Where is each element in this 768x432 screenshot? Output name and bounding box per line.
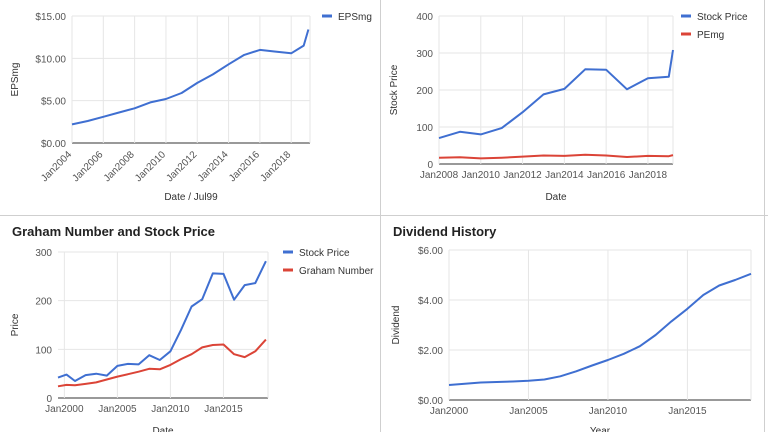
panel-edge-right (764, 0, 765, 432)
series-line (438, 153, 674, 160)
x-tick-label: Jan2000 (430, 406, 469, 417)
chart-panel-graham: Graham Number and Stock Price 0 100 200 300 J… (0, 216, 380, 432)
x-tick-label: Jan2016 (587, 170, 626, 181)
y-tick-label: $0.00 (41, 139, 66, 150)
x-tick-label: Jan2014 (545, 170, 584, 181)
x-tick-label: Jan2015 (668, 406, 707, 417)
legend-label: Stock Price (299, 248, 350, 259)
x-tick-label: Jan2010 (133, 149, 168, 184)
x-tick-label: Jan2012 (164, 149, 199, 184)
y-tick-label: 200 (35, 297, 52, 308)
y-tick-label: $5.00 (41, 97, 66, 108)
x-tick-label: Jan2015 (204, 404, 243, 415)
x-tick-label: Jan2018 (258, 149, 293, 184)
panel-divider-horizontal (0, 215, 768, 216)
y-tick-label: 200 (416, 86, 433, 97)
chart-panel-price-pe: Price and PEmg0100200300400Jan2008Jan201… (381, 0, 764, 215)
y-tick-label: 0 (427, 160, 433, 171)
y-tick-label: 300 (416, 49, 433, 60)
y-tick-label: 100 (416, 123, 433, 134)
x-axis-label: Date / Jul99 (164, 192, 218, 203)
y-axis-label: Dividend (391, 306, 402, 345)
x-tick-label: Jan2014 (196, 149, 231, 184)
series-line (438, 49, 674, 140)
x-tick-label: Jan2016 (227, 149, 262, 184)
x-axis-label: Year (590, 426, 611, 432)
x-tick-label: Jan2000 (45, 404, 84, 415)
x-tick-label: Jan2008 (420, 170, 459, 181)
panel-divider-vertical (380, 0, 381, 432)
chart-title: Graham Number and Stock Price (12, 224, 215, 239)
y-tick-label: $0.00 (418, 396, 443, 407)
y-tick-label: 100 (35, 345, 52, 356)
series-line (448, 272, 752, 386)
x-tick-label: Jan2010 (462, 170, 501, 181)
x-tick-label: Jan2004 (39, 149, 74, 184)
chart-title: Dividend History (393, 224, 497, 239)
y-tick-label: $6.00 (418, 246, 443, 257)
y-tick-label: $2.00 (418, 346, 443, 357)
chart-panel-dividend: Dividend History $0.00 $2.00 $4.00 $6.00 Jan2… (381, 216, 764, 432)
chart-panel-eps: EPSmg$0.00$5.00$10.00$15.00Jan2004Jan200… (0, 0, 380, 215)
y-axis-label: Price (10, 313, 21, 336)
legend-label: Graham Number (299, 266, 374, 277)
y-tick-label: 0 (46, 394, 52, 405)
legend-label: EPSmg (338, 12, 372, 23)
y-tick-label: $4.00 (418, 296, 443, 307)
x-tick-label: Jan2008 (102, 149, 137, 184)
x-tick-label: Jan2005 (509, 406, 548, 417)
legend-label: PEmg (697, 30, 724, 41)
chart-eps: EPSmg$0.00$5.00$10.00$15.00Jan2004Jan200… (10, 12, 372, 203)
y-tick-label: $15.00 (35, 12, 66, 23)
x-axis-label: Date (545, 192, 567, 203)
y-tick-label: 300 (35, 248, 52, 259)
x-tick-label: Jan2005 (98, 404, 137, 415)
x-tick-label: Jan2006 (71, 149, 106, 184)
chart-price-pe: Price and PEmg0100200300400Jan2008Jan201… (389, 12, 748, 203)
chart-graham: Graham Number and Stock Price 0 100 200 300 J… (10, 224, 374, 432)
y-axis-label: EPSmg (10, 63, 21, 97)
chart-dividend: Dividend History $0.00 $2.00 $4.00 $6.00 Jan2… (391, 224, 752, 432)
legend-label: Stock Price (697, 12, 748, 23)
series-line (57, 260, 267, 382)
y-tick-label: $10.00 (35, 54, 66, 65)
x-tick-label: Jan2018 (629, 170, 668, 181)
x-axis-label: Date (152, 426, 174, 432)
series-line (71, 29, 310, 126)
y-tick-label: 400 (416, 12, 433, 23)
x-tick-label: Jan2012 (503, 170, 542, 181)
series-line (57, 338, 267, 388)
y-axis-label: Stock Price (389, 64, 400, 115)
x-tick-label: Jan2010 (151, 404, 190, 415)
x-tick-label: Jan2010 (589, 406, 628, 417)
